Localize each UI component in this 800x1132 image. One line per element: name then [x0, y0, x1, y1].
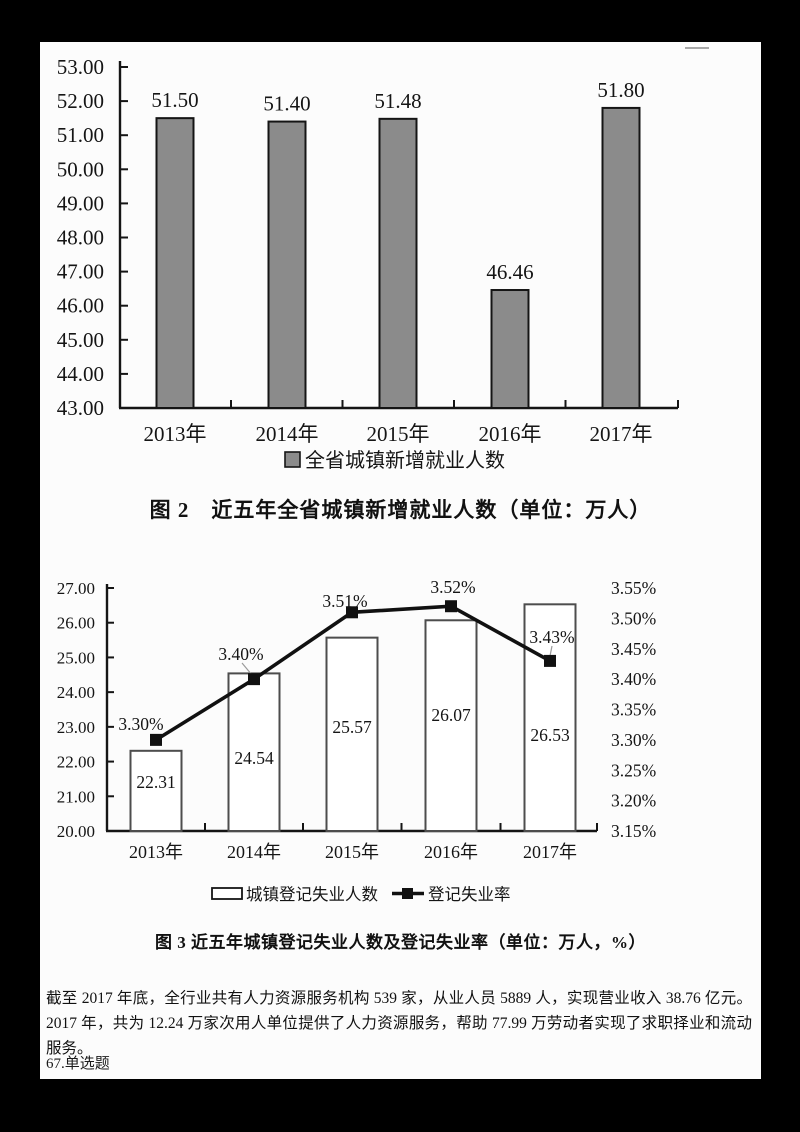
y-axis-tick-label: 45.00 — [57, 328, 104, 352]
line-marker — [248, 673, 260, 686]
figure2-caption: 图 2 近五年全省城镇新增就业人数（单位：万人） — [149, 498, 652, 522]
right-axis-tick-label: 3.30% — [611, 730, 656, 750]
bar — [523, 603, 577, 832]
rate-value-label: 3.30% — [118, 714, 163, 734]
x-axis-category-label: 2014年 — [227, 842, 281, 862]
legend-label: 全省城镇新增就业人数 — [305, 449, 505, 472]
y-axis-tick-label: 48.00 — [57, 226, 104, 250]
legend-bar-swatch — [284, 451, 301, 468]
legend-label: 城镇登记失业人数 — [246, 885, 379, 904]
left-axis-tick-label: 25.00 — [57, 648, 95, 667]
label-leader-line — [549, 645, 553, 657]
y-axis-tick-label: 50.00 — [57, 157, 104, 181]
rate-value-label: 3.43% — [529, 627, 574, 647]
legend-bar-swatch — [211, 887, 243, 900]
legend-line-marker — [402, 888, 413, 899]
line-marker — [346, 606, 358, 619]
bar — [267, 120, 307, 409]
y-axis-tick-label: 52.00 — [57, 89, 104, 113]
left-axis-tick-label: 24.00 — [57, 683, 95, 702]
x-axis-category-label: 2013年 — [144, 422, 207, 446]
document-page: 53.00 52.00 51.00 50.00 49.00 48.00 47.00 46.00… — [40, 42, 761, 1079]
y-axis-tick-label: 44.00 — [57, 362, 104, 386]
bar-value-label: 51.48 — [374, 89, 421, 113]
bar-value-label: 26.53 — [530, 725, 570, 745]
x-axis-category-label: 2016年 — [424, 842, 478, 862]
scan-artifact-dash — [685, 47, 709, 49]
bar-value-label: 26.07 — [431, 705, 471, 725]
y-axis-tick-label: 51.00 — [57, 123, 104, 147]
y-axis-tick-label: 49.00 — [57, 191, 104, 215]
right-axis-tick-label: 3.35% — [611, 700, 656, 720]
left-axis-tick-label: 27.00 — [57, 579, 95, 598]
bar — [424, 619, 478, 832]
rate-value-label: 3.51% — [322, 591, 367, 611]
figure3-unemployment-combo-chart: 27.00 26.00 25.00 24.00 23.00 22.00 21.00 20.00… — [57, 577, 656, 904]
right-axis-tick-label: 3.20% — [611, 791, 656, 811]
left-axis-tick-label: 23.00 — [57, 718, 95, 737]
x-axis-category-label: 2014年 — [256, 422, 319, 446]
bar — [378, 117, 418, 409]
legend-label: 登记失业率 — [428, 885, 511, 904]
right-axis-tick-label: 3.15% — [611, 821, 656, 841]
x-axis-category-label: 2017年 — [523, 842, 577, 862]
figure2-employment-bar-chart: 53.00 52.00 51.00 50.00 49.00 48.00 47.00 46.00… — [57, 55, 679, 472]
line-marker — [150, 733, 162, 746]
x-axis-category-label: 2015年 — [367, 422, 430, 446]
x-axis-category-label: 2017年 — [590, 422, 653, 446]
body-text: 截至 2017 年底，全行业共有人力资源服务机构 539 家，从业人员 5889… — [46, 990, 752, 1057]
left-axis-tick-label: 26.00 — [57, 614, 95, 633]
y-axis-tick-label: 53.00 — [57, 55, 104, 79]
bar — [325, 636, 379, 832]
rate-value-label: 3.52% — [430, 577, 475, 597]
x-axis-category-label: 2016年 — [479, 422, 542, 446]
y-axis-tick-label: 43.00 — [57, 396, 104, 420]
question-number: 67.单选题 — [46, 1056, 110, 1072]
x-axis-category-label: 2013年 — [129, 842, 183, 862]
line-marker — [544, 654, 556, 667]
rate-value-label: 3.40% — [218, 644, 263, 664]
left-axis-tick-label: 22.00 — [57, 753, 95, 772]
bar-value-label: 46.46 — [486, 260, 533, 284]
y-axis-tick-label: 46.00 — [57, 294, 104, 318]
bar — [601, 106, 641, 409]
bar-value-label: 24.54 — [234, 748, 274, 768]
bar — [129, 749, 183, 832]
right-axis-tick-label: 3.55% — [611, 578, 656, 598]
right-axis-tick-label: 3.40% — [611, 669, 656, 689]
bar-value-label: 51.40 — [263, 92, 310, 116]
bar-value-label: 51.50 — [151, 88, 198, 112]
right-axis-tick-label: 3.50% — [611, 608, 656, 628]
left-axis-tick-label: 21.00 — [57, 787, 95, 806]
figure3-caption: 图 3 近五年城镇登记失业人数及登记失业率（单位：万人，%） — [155, 933, 646, 952]
left-axis-tick-label: 20.00 — [57, 822, 95, 841]
bar — [155, 117, 195, 410]
y-axis-tick-label: 47.00 — [57, 260, 104, 284]
right-axis-tick-label: 3.25% — [611, 760, 656, 780]
bar — [490, 289, 530, 409]
x-axis-category-label: 2015年 — [325, 842, 379, 862]
label-leader-line — [241, 662, 253, 676]
line-marker — [445, 600, 457, 613]
bar — [227, 672, 281, 832]
right-axis-tick-label: 3.45% — [611, 639, 656, 659]
bar-value-label: 22.31 — [136, 772, 175, 792]
bar-value-label: 51.80 — [597, 78, 644, 102]
bar-value-label: 25.57 — [332, 717, 372, 737]
